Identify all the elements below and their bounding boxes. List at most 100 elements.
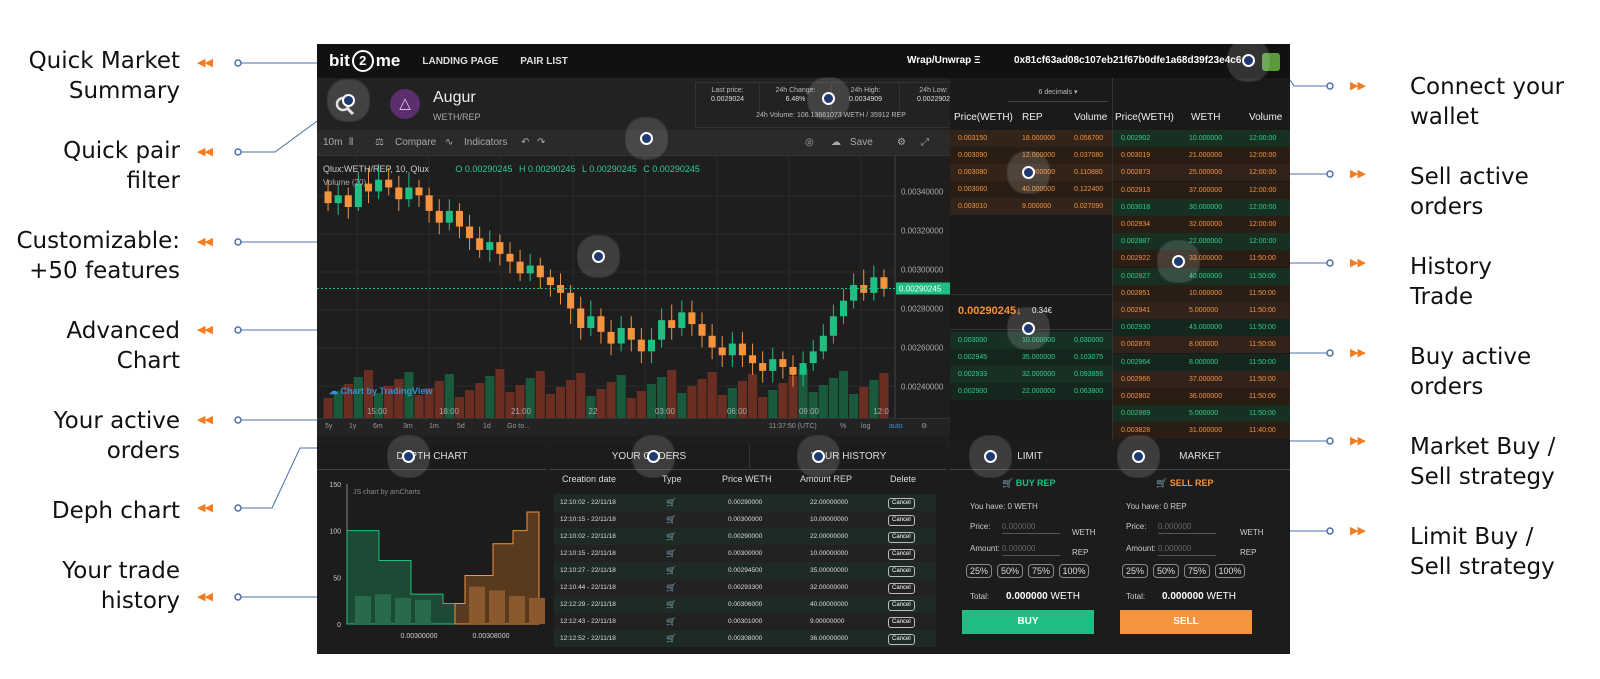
range-6m[interactable]: 6m xyxy=(373,423,383,430)
wrap-unwrap-link[interactable]: Wrap/Unwrap Ξ xyxy=(907,55,981,66)
sell-pct-50[interactable]: 50% xyxy=(1153,564,1179,578)
cell: 0.002887 xyxy=(1121,238,1151,246)
depth-y-tick: 150 xyxy=(329,482,341,489)
chart-legend: Qlux:WETH/REP, 10, Qlux O 0.00290245 H 0… xyxy=(323,164,700,174)
tab-your-history[interactable]: YOUR HISTORY xyxy=(749,444,947,470)
range-5y[interactable]: 5y xyxy=(325,423,333,430)
arrow-down-icon: ↓ xyxy=(1016,303,1022,317)
compare-icon[interactable]: ⚖ xyxy=(375,137,384,148)
cell: 10.000000 xyxy=(1189,289,1223,297)
range-3m[interactable]: 3m xyxy=(403,423,413,430)
range-5d[interactable]: 5d xyxy=(457,423,465,430)
indicators-icon[interactable]: ∿ xyxy=(445,137,454,148)
tradingview-cloud-icon: ☁ xyxy=(329,386,341,396)
indicators-button[interactable]: Indicators xyxy=(464,137,508,148)
hotspot-marker xyxy=(984,450,997,463)
candle-body xyxy=(779,359,787,367)
buy-pct-25[interactable]: 25% xyxy=(966,564,992,578)
history-row: 0.002878 8.000000 11:50:00 xyxy=(1113,336,1290,354)
scale-percent[interactable]: % xyxy=(840,423,847,430)
range-1d[interactable]: 1d xyxy=(483,423,491,430)
y-tick-label: 0.00320000 xyxy=(901,226,944,235)
price-chart[interactable]: 0.00340000 0.00320000 0.00300000 0.00280000… xyxy=(317,156,950,451)
buy-pct-50[interactable]: 50% xyxy=(997,564,1023,578)
bit2me-logo[interactable]: bit 2 me xyxy=(329,50,400,72)
chart-settings-icon[interactable]: ⚙ xyxy=(921,423,928,430)
y-tick-label: 0.00260000 xyxy=(901,343,944,352)
volume-bar xyxy=(677,393,687,418)
redo-icon[interactable]: ↷ xyxy=(537,137,546,148)
cancel-button[interactable]: Cancel xyxy=(888,549,915,560)
sell-button[interactable]: SELL xyxy=(1120,610,1252,634)
buy-order-row[interactable]: 0.002900 22.000000 0.063800 xyxy=(950,383,1112,400)
cancel-button[interactable]: Cancel xyxy=(888,532,915,543)
candle-body xyxy=(344,195,352,208)
order-amount: 9.00000000 xyxy=(810,618,845,625)
candle-body xyxy=(850,285,858,301)
connector-endpoint xyxy=(234,148,242,156)
undo-icon[interactable]: ↶ xyxy=(521,137,530,148)
tab-limit[interactable]: LIMIT xyxy=(950,444,1110,470)
range-1m[interactable]: 1m xyxy=(429,423,439,430)
tab-market[interactable]: MARKET xyxy=(1110,444,1290,470)
buy-order-row[interactable]: 0.002933 32.000000 0.093856 xyxy=(950,366,1112,383)
cancel-button[interactable]: Cancel xyxy=(888,583,915,594)
sell-price-input[interactable]: 0.000000 xyxy=(1158,522,1216,534)
nav-pair-list[interactable]: PAIR LIST xyxy=(520,55,568,67)
scale-auto[interactable]: auto xyxy=(889,423,903,430)
buy-order-row[interactable]: 0.003000 10.000000 0.030000 xyxy=(950,332,1112,349)
sell-order-row[interactable]: 0.003010 9.000000 0.027090 xyxy=(950,198,1112,215)
cancel-button[interactable]: Cancel xyxy=(888,498,915,509)
callout-history-trade: History Trade xyxy=(1410,254,1492,310)
sell-order-row[interactable]: 0.003150 18.000000 0.056700 xyxy=(950,130,1112,147)
volume-bar xyxy=(626,398,636,418)
buy-button[interactable]: BUY xyxy=(962,610,1094,634)
connector-endpoint xyxy=(234,504,242,512)
candle-body xyxy=(668,320,676,328)
decimals-select[interactable]: 6 decimals ▾ xyxy=(1008,88,1108,102)
settings-gear-icon[interactable]: ⚙ xyxy=(897,137,906,148)
cancel-button[interactable]: Cancel xyxy=(888,566,915,577)
tab-depth-chart[interactable]: DEPTH CHART xyxy=(317,444,547,470)
cancel-button[interactable]: Cancel xyxy=(888,634,915,645)
sell-order-row[interactable]: 0.003060 40.000000 0.122400 xyxy=(950,181,1112,198)
candle-type-icon[interactable]: ⫴ xyxy=(349,137,354,148)
cloud-icon[interactable]: ☁ xyxy=(831,137,841,148)
sell-pct-25[interactable]: 25% xyxy=(1122,564,1148,578)
cell: 8.000000 xyxy=(1189,341,1219,349)
save-button[interactable]: Save xyxy=(850,137,873,148)
cancel-button[interactable]: Cancel xyxy=(888,617,915,628)
sell-pct-100[interactable]: 100% xyxy=(1215,564,1245,578)
cancel-button[interactable]: Cancel xyxy=(888,515,915,526)
buy-price-input[interactable]: 0.000000 xyxy=(1002,522,1060,534)
candle-body xyxy=(395,187,403,200)
buy-pct-75[interactable]: 75% xyxy=(1028,564,1054,578)
sell-amount-input[interactable]: 0.000000 xyxy=(1158,544,1216,556)
camera-icon[interactable]: ◎ xyxy=(805,137,814,148)
scale-log[interactable]: log xyxy=(861,423,871,430)
buy-amount-input[interactable]: 0.000000 xyxy=(1002,544,1060,556)
volume-bar xyxy=(333,391,343,418)
logo-text-mid: 2 xyxy=(351,50,374,72)
fullscreen-icon[interactable]: ⤢ xyxy=(921,137,929,148)
order-price: 0.00290000 xyxy=(728,499,763,506)
compare-button[interactable]: Compare xyxy=(395,137,437,148)
nav-landing-page[interactable]: LANDING PAGE xyxy=(422,55,499,67)
cell: 0.063800 xyxy=(1074,388,1104,395)
history-row: 0.003019 21.000000 12:00:00 xyxy=(1113,147,1290,165)
cell: 43.000000 xyxy=(1189,324,1223,332)
pair-symbol: WETH/REP xyxy=(433,112,481,122)
cancel-button[interactable]: Cancel xyxy=(888,600,915,611)
cell: 11:50:00 xyxy=(1249,307,1276,314)
buy-pct-100[interactable]: 100% xyxy=(1059,564,1089,578)
range-1y[interactable]: 1y xyxy=(349,423,357,430)
volume-bar xyxy=(778,383,788,418)
wallet-avatar[interactable] xyxy=(1262,53,1280,71)
sell-order-row[interactable]: 0.003090 12.000000 0.037080 xyxy=(950,147,1112,164)
legend-text: Qlux:WETH/REP, 10, Qlux xyxy=(323,164,429,174)
callout-buy-active-orders: Buy active orders xyxy=(1410,344,1532,400)
goto-date[interactable]: Go to... xyxy=(507,423,530,430)
interval-select[interactable]: 10m xyxy=(323,137,343,148)
sell-pct-75[interactable]: 75% xyxy=(1184,564,1210,578)
buy-order-row[interactable]: 0.002945 35.000000 0.103075 xyxy=(950,349,1112,366)
